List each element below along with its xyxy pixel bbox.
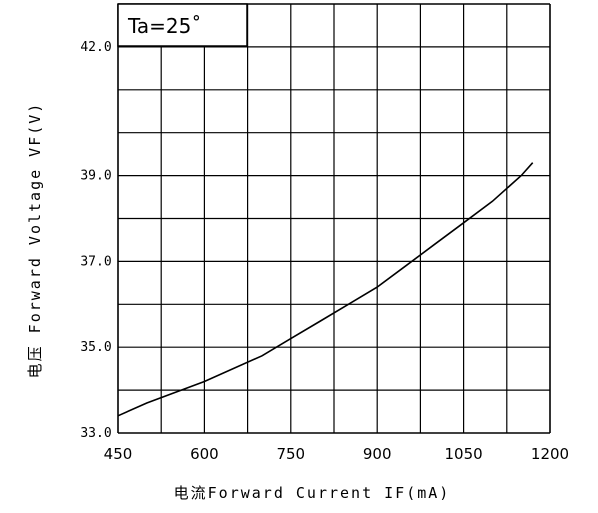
series-line	[117, 162, 534, 417]
y-tick-label: 35.0	[80, 340, 111, 355]
x-tick-label: 450	[104, 445, 133, 463]
annotation-box	[117, 3, 248, 47]
x-tick-label: 900	[363, 445, 392, 463]
x-tick-label: 1200	[531, 445, 569, 463]
y-tick-label: 42.0	[80, 40, 111, 55]
x-tick-labels: 450 600 750 900 1050 1200	[104, 445, 569, 463]
y-tick-labels: 33.0 35.0 37.0 39.0 42.0	[80, 40, 111, 441]
y-axis-title: 电压 Forward Voltage VF(V)	[26, 102, 44, 379]
y-tick-label: 33.0	[80, 426, 111, 441]
y-tick-label: 37.0	[80, 254, 111, 269]
x-tick-label: 750	[276, 445, 305, 463]
x-tick-label: 1050	[445, 445, 483, 463]
x-tick-label: 600	[190, 445, 219, 463]
x-axis-title: 电流Forward Current IF(mA)	[174, 484, 451, 502]
grid	[117, 3, 551, 434]
annotation-text: Ta=25˚	[127, 14, 201, 38]
y-tick-label: 39.0	[80, 169, 111, 184]
